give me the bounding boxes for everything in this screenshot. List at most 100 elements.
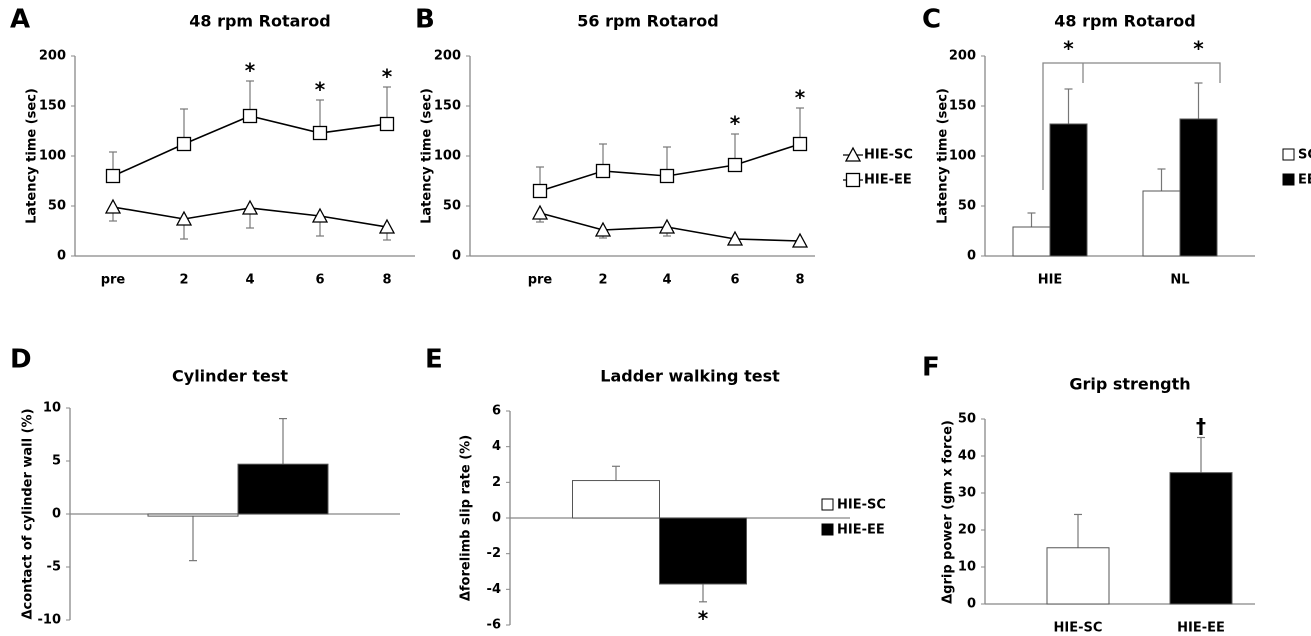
marker — [595, 163, 611, 179]
chart-title: 48 rpm Rotarod — [1054, 12, 1196, 31]
y-tick-label: -5 — [47, 560, 61, 575]
x-tick-label: pre — [101, 273, 126, 288]
y-tick-label: 6 — [492, 404, 501, 419]
y-tick-label: 30 — [958, 486, 976, 501]
marker — [311, 207, 329, 223]
chart-title: 48 rpm Rotarod — [189, 12, 331, 31]
legend-label: HIE-EE — [864, 173, 912, 188]
significance-bracket — [1042, 62, 1221, 190]
y-axis-label: Latency time (sec) — [25, 88, 40, 224]
marker — [659, 168, 675, 184]
bar — [237, 463, 329, 515]
panel-letter: F — [922, 353, 940, 383]
y-tick-label: 100 — [39, 149, 66, 164]
y-tick-label: 10 — [958, 560, 976, 575]
y-tick-label: 50 — [958, 199, 976, 214]
y-tick-label: 40 — [958, 449, 976, 464]
y-tick-label: 0 — [967, 249, 976, 264]
marker — [175, 210, 193, 226]
x-tick-label: 4 — [245, 273, 254, 288]
y-tick-label: 0 — [967, 597, 976, 612]
legend-swatch — [1282, 173, 1295, 186]
bar — [147, 513, 239, 517]
bar — [1012, 226, 1051, 257]
marker — [379, 116, 395, 132]
bar — [659, 517, 747, 585]
y-tick-label: 2 — [492, 475, 501, 490]
x-tick-label: 8 — [795, 273, 804, 288]
marker — [532, 183, 548, 199]
significance: * — [1193, 37, 1204, 61]
marker — [241, 199, 259, 215]
y-tick-label: 100 — [434, 149, 461, 164]
x-tick-label: 6 — [315, 273, 324, 288]
y-tick-label: 20 — [958, 523, 976, 538]
marker — [105, 168, 121, 184]
legend-label: EE — [1298, 173, 1311, 188]
panel-letter: A — [10, 5, 30, 35]
chart-title: Ladder walking test — [600, 367, 780, 386]
significance: * — [795, 86, 806, 110]
marker — [792, 136, 808, 152]
y-tick-label: 0 — [57, 249, 66, 264]
x-tick-label: 2 — [179, 273, 188, 288]
significance: * — [315, 78, 326, 102]
y-tick-label: 150 — [434, 99, 461, 114]
marker — [104, 198, 122, 214]
bar — [1049, 123, 1088, 257]
significance: * — [698, 606, 709, 630]
chart-title: Cylinder test — [172, 367, 288, 386]
y-tick-label: 50 — [958, 412, 976, 427]
x-tick-label: 2 — [598, 273, 607, 288]
significance: * — [382, 65, 393, 89]
y-tick-label: 4 — [492, 439, 501, 454]
legend-label: HIE-SC — [837, 498, 886, 513]
legend-label: SC — [1298, 148, 1311, 163]
y-axis-label: Δcontact of cylinder wall (%) — [21, 408, 36, 619]
marker — [312, 125, 328, 141]
legend-label: HIE-EE — [837, 523, 885, 538]
y-tick-label: 0 — [492, 511, 501, 526]
x-tick-label: NL — [1170, 273, 1189, 288]
bar — [1179, 118, 1218, 257]
marker — [531, 204, 549, 220]
y-axis-label: Latency time (sec) — [420, 88, 435, 224]
legend-swatch — [821, 523, 834, 536]
x-tick-label: 6 — [730, 273, 739, 288]
panel-letter: E — [425, 345, 443, 375]
marker — [845, 172, 861, 188]
significance: * — [1063, 37, 1074, 61]
legend-label: HIE-SC — [864, 148, 913, 163]
panel-letter: B — [415, 5, 435, 35]
legend-swatch — [821, 498, 834, 511]
y-tick-label: 150 — [39, 99, 66, 114]
significance: † — [1196, 414, 1206, 438]
series-line — [112, 115, 388, 177]
marker — [658, 218, 676, 234]
significance: * — [245, 59, 256, 83]
y-tick-label: -6 — [487, 618, 501, 633]
y-tick-label: 200 — [434, 49, 461, 64]
x-tick-label: 4 — [662, 273, 671, 288]
x-tick-label: 8 — [382, 273, 391, 288]
marker — [176, 136, 192, 152]
x-tick-label: HIE — [1038, 273, 1063, 288]
marker — [727, 157, 743, 173]
y-tick-label: 0 — [52, 507, 61, 522]
bar — [1142, 190, 1181, 257]
x-tick-label: pre — [528, 273, 553, 288]
bar — [1169, 472, 1233, 605]
y-tick-label: -10 — [38, 613, 62, 628]
panel-letter: D — [10, 345, 32, 375]
x-tick-label: HIE-EE — [1177, 621, 1225, 636]
y-tick-label: 200 — [949, 49, 976, 64]
y-tick-label: 0 — [452, 249, 461, 264]
y-axis-label: Δforelimb slip rate (%) — [459, 435, 474, 601]
marker — [844, 146, 862, 162]
y-axis-label: Latency time (sec) — [936, 88, 951, 224]
marker — [791, 232, 809, 248]
y-tick-label: 150 — [949, 99, 976, 114]
y-axis-label: Δgrip power (gm x force) — [941, 420, 956, 604]
marker — [242, 108, 258, 124]
y-tick-label: 10 — [43, 401, 61, 416]
